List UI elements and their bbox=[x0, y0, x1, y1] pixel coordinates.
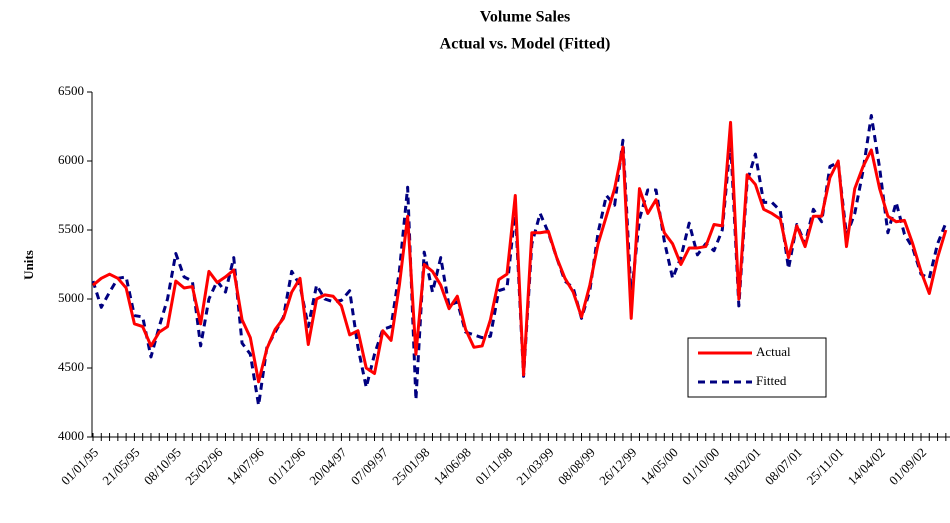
y-tick-label: 4000 bbox=[58, 428, 84, 443]
y-axis-label: Units bbox=[21, 250, 36, 280]
x-tick-label: 14/06/98 bbox=[431, 445, 474, 488]
x-tick-label: 14/04/02 bbox=[845, 445, 888, 488]
y-tick-label: 6000 bbox=[58, 152, 84, 167]
x-tick-label: 01/01/95 bbox=[58, 445, 101, 488]
x-tick-label: 01/12/96 bbox=[265, 444, 309, 488]
chart-title: Volume Sales bbox=[480, 9, 571, 26]
x-tick-label: 21/05/95 bbox=[99, 445, 142, 488]
chart-subtitle: Actual vs. Model (Fitted) bbox=[440, 36, 611, 53]
x-tick-label: 14/07/96 bbox=[224, 444, 268, 488]
y-tick-label: 6500 bbox=[58, 83, 84, 98]
x-tick-label: 08/08/99 bbox=[555, 445, 598, 488]
series-line bbox=[92, 120, 948, 384]
x-tick-label: 25/01/98 bbox=[389, 445, 432, 488]
y-tick-label: 4500 bbox=[58, 359, 84, 374]
x-tick-label: 18/02/01 bbox=[720, 445, 763, 488]
y-tick-label: 5500 bbox=[58, 221, 84, 236]
x-tick-label: 07/09/97 bbox=[348, 444, 392, 488]
x-tick-label: 26/12/99 bbox=[596, 445, 639, 488]
y-tick-label: 5000 bbox=[58, 290, 84, 305]
legend-label: Actual bbox=[756, 344, 791, 359]
x-tick-label: 01/09/02 bbox=[886, 445, 929, 488]
legend: Actual Fitted bbox=[687, 337, 827, 398]
x-tick-label: 25/11/01 bbox=[803, 445, 846, 488]
x-tick-label: 20/04/97 bbox=[306, 444, 350, 488]
x-tick-label: 14/05/00 bbox=[638, 445, 681, 488]
x-tick-label: 08/07/01 bbox=[762, 445, 805, 488]
legend-box bbox=[687, 337, 827, 398]
x-tick-label: 21/03/99 bbox=[513, 445, 556, 488]
x-tick-label: 25/02/96 bbox=[182, 444, 226, 488]
x-tick-label: 01/11/98 bbox=[472, 445, 515, 488]
legend-label: Fitted bbox=[756, 373, 787, 388]
x-tick-label: 08/10/95 bbox=[141, 445, 184, 488]
x-tick-label: 01/10/00 bbox=[679, 445, 722, 488]
